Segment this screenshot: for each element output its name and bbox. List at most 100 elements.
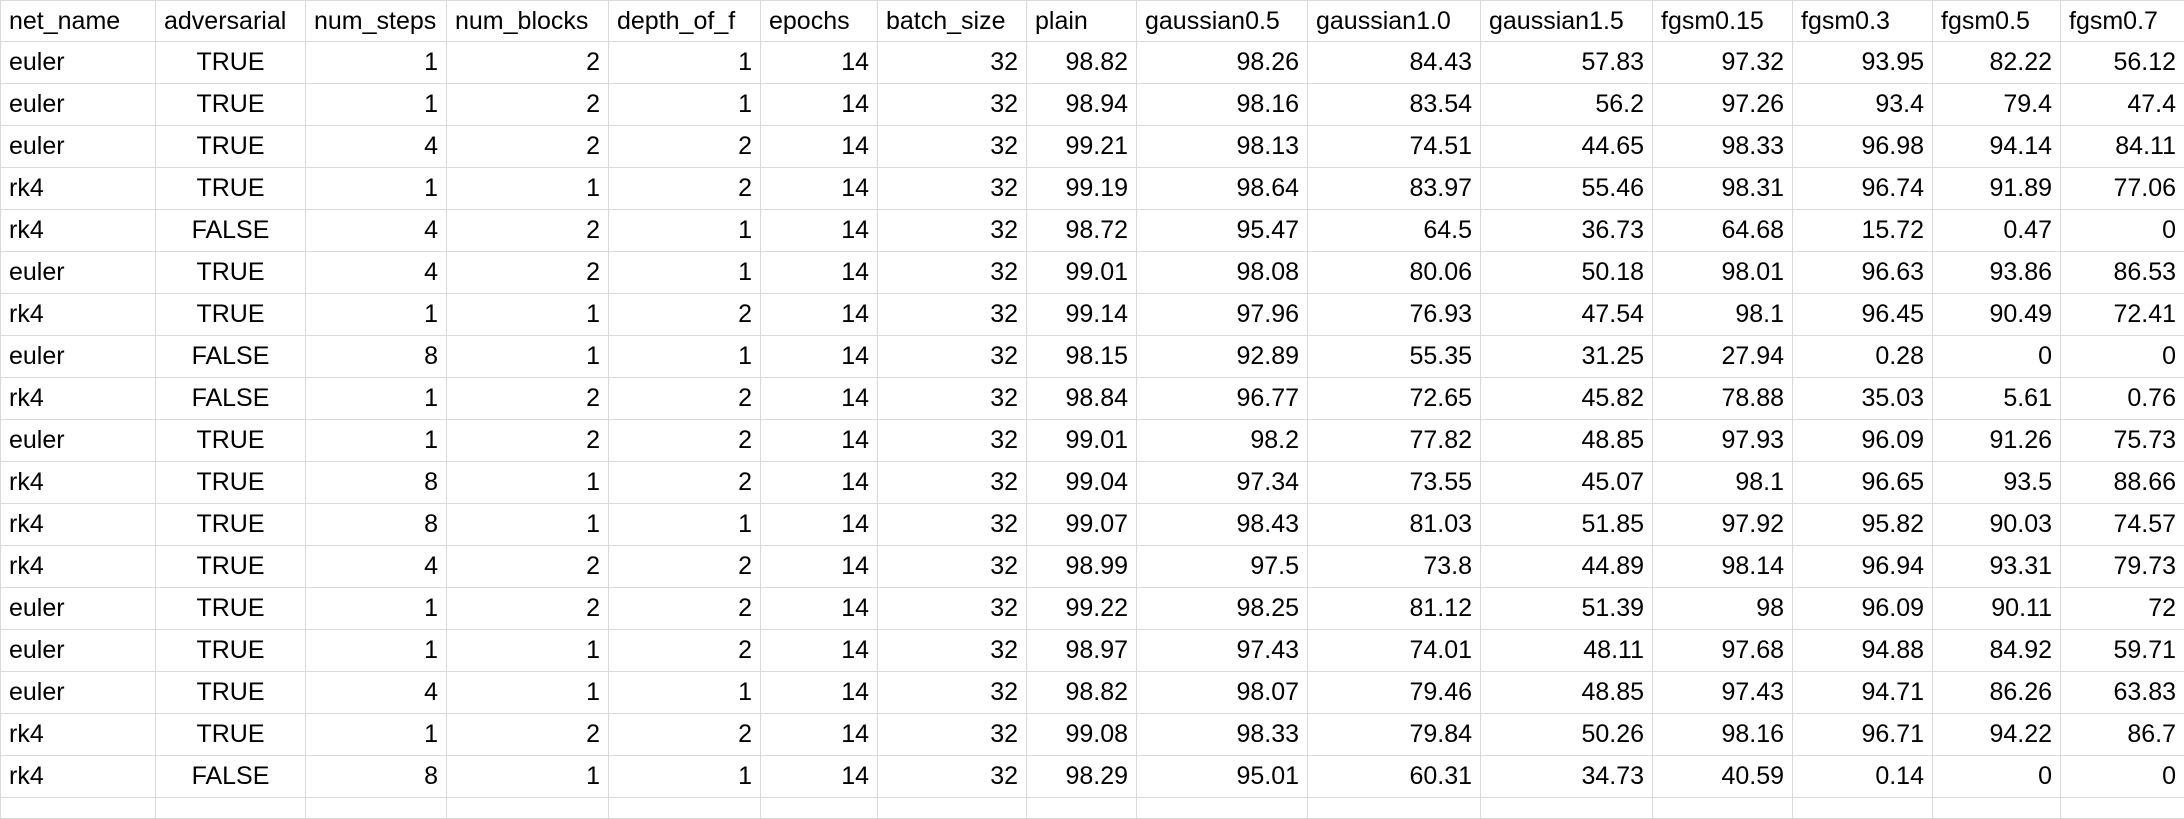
cell-fgsm0-5[interactable]: 0.47 (1933, 210, 2061, 252)
header-cell-fgsm0-5[interactable]: fgsm0.5 (1933, 1, 2061, 42)
cell-gaussian1-0[interactable]: 76.93 (1308, 294, 1481, 336)
empty-cell[interactable] (447, 798, 609, 819)
cell-fgsm0-7[interactable]: 0 (2061, 336, 2184, 378)
cell-fgsm0-15[interactable]: 98.16 (1653, 714, 1793, 756)
cell-depth-of-f[interactable]: 1 (609, 42, 761, 84)
cell-batch-size[interactable]: 32 (878, 672, 1027, 714)
cell-depth-of-f[interactable]: 1 (609, 504, 761, 546)
cell-plain[interactable]: 99.04 (1027, 462, 1137, 504)
cell-gaussian1-0[interactable]: 77.82 (1308, 420, 1481, 462)
cell-depth-of-f[interactable]: 1 (609, 672, 761, 714)
cell-epochs[interactable]: 14 (761, 462, 878, 504)
cell-num-steps[interactable]: 4 (306, 252, 447, 294)
cell-gaussian1-5[interactable]: 44.89 (1481, 546, 1653, 588)
cell-gaussian0-5[interactable]: 98.33 (1137, 714, 1308, 756)
cell-depth-of-f[interactable]: 1 (609, 84, 761, 126)
cell-epochs[interactable]: 14 (761, 546, 878, 588)
cell-fgsm0-3[interactable]: 96.09 (1793, 588, 1933, 630)
cell-plain[interactable]: 98.99 (1027, 546, 1137, 588)
cell-fgsm0-15[interactable]: 98.1 (1653, 294, 1793, 336)
cell-gaussian1-0[interactable]: 79.84 (1308, 714, 1481, 756)
cell-fgsm0-5[interactable]: 5.61 (1933, 378, 2061, 420)
cell-fgsm0-3[interactable]: 94.71 (1793, 672, 1933, 714)
header-cell-depth-of-f[interactable]: depth_of_f (609, 1, 761, 42)
cell-adversarial[interactable]: TRUE (156, 714, 306, 756)
empty-cell[interactable] (306, 798, 447, 819)
cell-batch-size[interactable]: 32 (878, 756, 1027, 798)
cell-epochs[interactable]: 14 (761, 84, 878, 126)
cell-num-blocks[interactable]: 1 (447, 504, 609, 546)
cell-gaussian1-5[interactable]: 31.25 (1481, 336, 1653, 378)
cell-batch-size[interactable]: 32 (878, 462, 1027, 504)
cell-fgsm0-3[interactable]: 93.4 (1793, 84, 1933, 126)
header-cell-fgsm0-15[interactable]: fgsm0.15 (1653, 1, 1793, 42)
cell-adversarial[interactable]: TRUE (156, 462, 306, 504)
cell-fgsm0-3[interactable]: 96.63 (1793, 252, 1933, 294)
cell-fgsm0-5[interactable]: 0 (1933, 756, 2061, 798)
cell-plain[interactable]: 99.08 (1027, 714, 1137, 756)
cell-epochs[interactable]: 14 (761, 378, 878, 420)
cell-num-blocks[interactable]: 2 (447, 588, 609, 630)
cell-num-steps[interactable]: 1 (306, 588, 447, 630)
cell-fgsm0-15[interactable]: 98.31 (1653, 168, 1793, 210)
cell-fgsm0-7[interactable]: 0 (2061, 756, 2184, 798)
cell-gaussian1-5[interactable]: 51.85 (1481, 504, 1653, 546)
cell-num-blocks[interactable]: 2 (447, 714, 609, 756)
cell-plain[interactable]: 99.01 (1027, 420, 1137, 462)
cell-gaussian0-5[interactable]: 98.26 (1137, 42, 1308, 84)
cell-depth-of-f[interactable]: 2 (609, 462, 761, 504)
cell-gaussian1-5[interactable]: 55.46 (1481, 168, 1653, 210)
cell-fgsm0-5[interactable]: 94.22 (1933, 714, 2061, 756)
cell-depth-of-f[interactable]: 2 (609, 546, 761, 588)
cell-num-blocks[interactable]: 1 (447, 756, 609, 798)
cell-gaussian1-5[interactable]: 50.18 (1481, 252, 1653, 294)
cell-num-steps[interactable]: 1 (306, 42, 447, 84)
cell-adversarial[interactable]: TRUE (156, 546, 306, 588)
cell-gaussian1-5[interactable]: 36.73 (1481, 210, 1653, 252)
cell-gaussian1-0[interactable]: 64.5 (1308, 210, 1481, 252)
cell-fgsm0-5[interactable]: 90.49 (1933, 294, 2061, 336)
cell-fgsm0-5[interactable]: 93.5 (1933, 462, 2061, 504)
cell-plain[interactable]: 99.14 (1027, 294, 1137, 336)
cell-num-steps[interactable]: 4 (306, 672, 447, 714)
cell-num-blocks[interactable]: 1 (447, 672, 609, 714)
cell-batch-size[interactable]: 32 (878, 714, 1027, 756)
cell-num-steps[interactable]: 1 (306, 378, 447, 420)
cell-batch-size[interactable]: 32 (878, 588, 1027, 630)
cell-batch-size[interactable]: 32 (878, 42, 1027, 84)
cell-gaussian0-5[interactable]: 97.5 (1137, 546, 1308, 588)
cell-gaussian0-5[interactable]: 98.64 (1137, 168, 1308, 210)
header-cell-adversarial[interactable]: adversarial (156, 1, 306, 42)
cell-fgsm0-3[interactable]: 0.14 (1793, 756, 1933, 798)
cell-gaussian1-0[interactable]: 72.65 (1308, 378, 1481, 420)
cell-num-steps[interactable]: 8 (306, 756, 447, 798)
cell-gaussian1-5[interactable]: 45.07 (1481, 462, 1653, 504)
cell-fgsm0-15[interactable]: 97.92 (1653, 504, 1793, 546)
cell-depth-of-f[interactable]: 2 (609, 588, 761, 630)
cell-num-steps[interactable]: 1 (306, 168, 447, 210)
cell-gaussian0-5[interactable]: 98.13 (1137, 126, 1308, 168)
empty-cell[interactable] (1653, 798, 1793, 819)
cell-net-name[interactable]: rk4 (1, 714, 156, 756)
header-cell-batch-size[interactable]: batch_size (878, 1, 1027, 42)
cell-net-name[interactable]: euler (1, 672, 156, 714)
header-cell-gaussian0-5[interactable]: gaussian0.5 (1137, 1, 1308, 42)
cell-gaussian1-5[interactable]: 48.11 (1481, 630, 1653, 672)
cell-depth-of-f[interactable]: 2 (609, 168, 761, 210)
cell-fgsm0-3[interactable]: 96.65 (1793, 462, 1933, 504)
cell-num-blocks[interactable]: 2 (447, 84, 609, 126)
cell-net-name[interactable]: rk4 (1, 462, 156, 504)
cell-fgsm0-15[interactable]: 98.1 (1653, 462, 1793, 504)
cell-num-blocks[interactable]: 1 (447, 168, 609, 210)
cell-fgsm0-15[interactable]: 97.93 (1653, 420, 1793, 462)
cell-plain[interactable]: 98.72 (1027, 210, 1137, 252)
cell-gaussian0-5[interactable]: 98.2 (1137, 420, 1308, 462)
header-cell-net-name[interactable]: net_name (1, 1, 156, 42)
cell-fgsm0-7[interactable]: 88.66 (2061, 462, 2184, 504)
cell-adversarial[interactable]: FALSE (156, 210, 306, 252)
cell-fgsm0-5[interactable]: 86.26 (1933, 672, 2061, 714)
cell-fgsm0-5[interactable]: 91.89 (1933, 168, 2061, 210)
cell-plain[interactable]: 99.19 (1027, 168, 1137, 210)
header-cell-num-blocks[interactable]: num_blocks (447, 1, 609, 42)
cell-fgsm0-15[interactable]: 98.01 (1653, 252, 1793, 294)
